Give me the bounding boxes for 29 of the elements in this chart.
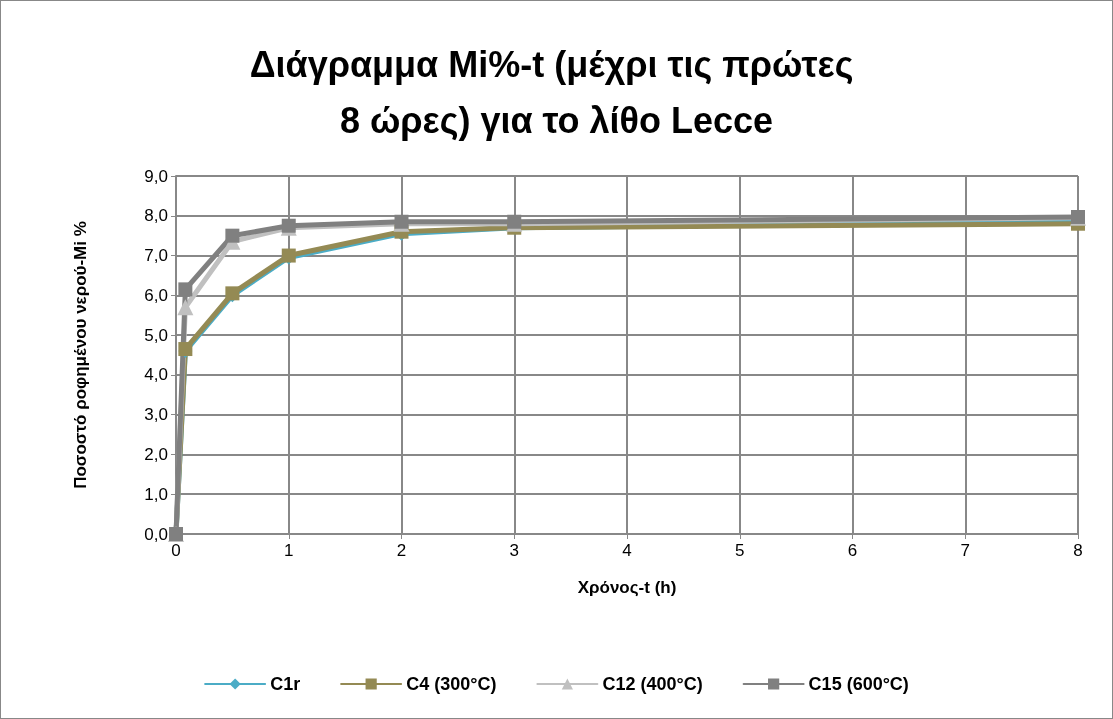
y-tick-label: 2,0 [144, 444, 168, 464]
legend-label: C1r [270, 674, 301, 694]
point [177, 299, 194, 316]
y-tick-label: 4,0 [144, 365, 168, 385]
y-tick-label: 9,0 [144, 166, 168, 186]
y-axis-title: Ποσοστό ροφημένου νερού-Mi % [70, 221, 90, 489]
x-tick-label: 5 [735, 541, 745, 560]
x-tick-label: 8 [1073, 541, 1083, 560]
x-tick-label: 2 [396, 541, 407, 560]
legend-label: C4 (300°C) [406, 674, 497, 694]
y-tick-label: 3,0 [144, 405, 168, 425]
x-axis-title: Χρόνος-t (h) [577, 578, 677, 597]
chart-title: Διάγραμμα Mi%-t (μέχρι τις πρώτες 8 ώρες) για το λίθο Lecce [249, 43, 864, 141]
x-tick-label: 3 [509, 541, 519, 560]
x-tick-label: 7 [960, 541, 970, 560]
y-tick-label: 7,0 [144, 246, 168, 266]
legend-label: C15 (600°C) [808, 674, 909, 694]
legend-label: C12 (400°C) [602, 674, 703, 694]
x-tick-label: 0 [171, 541, 181, 560]
x-tick-label: 1 [284, 541, 294, 560]
y-tick-label: 6,0 [144, 285, 168, 305]
x-tick-label: 6 [847, 541, 858, 560]
y-tick-label: 1,0 [144, 484, 168, 504]
point [225, 228, 240, 243]
x-tick-label: 4 [622, 541, 632, 560]
point [178, 282, 193, 297]
y-tick-label: 5,0 [144, 325, 168, 345]
y-tick-label: 8,0 [144, 206, 168, 226]
y-tick-label: 0,0 [144, 524, 168, 544]
